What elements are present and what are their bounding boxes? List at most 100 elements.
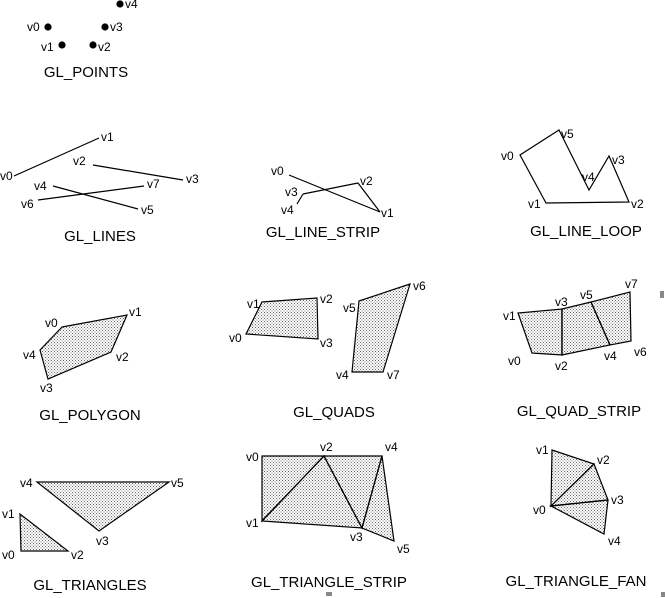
edge-segment (261, 455, 325, 522)
panel-triangle-strip: v0 v1 v2 v3 v4 v5 GL_TRIANGLE_STRIP (246, 440, 410, 591)
panel-title: GL_LINE_STRIP (266, 224, 380, 241)
vertex-label: v3 (320, 336, 333, 350)
panel-lines: v0 v1 v2 v3 v4 v5 v6 v7 GL_LINES (0, 130, 199, 245)
point-marker (116, 0, 124, 8)
vertex-label: v5 (141, 203, 154, 217)
vertex-label: v6 (413, 279, 426, 293)
edge-segment (13, 137, 100, 177)
vertex-label: v3 (110, 20, 123, 34)
shaded-primitive-2 (351, 283, 411, 373)
vertex-label: v7 (387, 368, 400, 382)
edge-segment (357, 182, 381, 213)
vertex-label: v0 (229, 331, 242, 345)
vertex-label: v3 (96, 534, 109, 548)
vertex-label: v0 (501, 149, 514, 163)
vertex-label: v0 (0, 169, 13, 183)
panel-quads: v0 v1 v2 v3 v4 v5 v6 v7 GL_QUADS (229, 279, 426, 421)
point-marker (58, 41, 66, 49)
vertex-label: v4 (34, 179, 47, 193)
vertex-label: v4 (125, 0, 138, 11)
vertex-label: v1 (41, 40, 54, 54)
vertex-label: v3 (555, 295, 568, 309)
panel-title: GL_QUAD_STRIP (517, 403, 641, 420)
shaded-primitive-1 (39, 314, 128, 380)
vertex-label: v6 (21, 197, 34, 211)
vertex-label: v4 (582, 170, 595, 184)
vertex-label: v2 (320, 440, 333, 454)
vertex-label: v5 (397, 542, 410, 556)
vertex-label: v0 (508, 354, 521, 368)
panel-title: GL_TRIANGLES (33, 577, 146, 594)
panel-title: GL_POLYGON (39, 407, 140, 424)
vertex-label: v2 (631, 197, 644, 211)
shaded-primitive-1 (517, 308, 563, 356)
edge-segment (550, 499, 609, 507)
shaded-primitive-1 (245, 297, 319, 340)
vertex-label: v0 (27, 20, 40, 34)
edge-segment (37, 185, 145, 201)
point-marker (101, 23, 109, 31)
vertex-label: v1 (246, 516, 259, 530)
vertex-label: v4 (385, 440, 398, 454)
vertex-label: v2 (360, 174, 373, 188)
vertex-label: v5 (343, 301, 356, 315)
vertex-label: v1 (536, 443, 549, 457)
vertex-label: v1 (247, 297, 260, 311)
vertex-label: v4 (281, 203, 294, 217)
edge-segment (288, 174, 381, 213)
line-loop-outline (519, 129, 630, 204)
vertex-label: v4 (608, 534, 621, 548)
panel-title: GL_POINTS (44, 64, 128, 81)
edge-marks (326, 291, 665, 597)
panel-line-strip: v0 v1 v2 v3 v4 GL_LINE_STRIP (266, 164, 394, 241)
vertex-label: v1 (528, 197, 541, 211)
edge-segment (550, 463, 595, 507)
vertex-label: v5 (171, 476, 184, 490)
vertex-label: v0 (271, 164, 284, 178)
vertex-label: v6 (634, 345, 647, 359)
vertex-label: v5 (561, 127, 574, 141)
panel-title: GL_TRIANGLE_FAN (506, 573, 647, 590)
vertex-label: v2 (116, 350, 129, 364)
vertex-label: v0 (45, 316, 58, 330)
vertex-label: v2 (320, 292, 333, 306)
panel-polygon: v0 v1 v2 v3 v4 GL_POLYGON (23, 305, 142, 424)
edge-segment (52, 185, 139, 210)
vertex-label: v2 (98, 40, 111, 54)
edge-segment (590, 301, 611, 346)
vertex-label: v4 (20, 476, 33, 490)
vertex-label: v1 (129, 305, 142, 319)
vertex-label: v0 (533, 503, 546, 517)
vertex-label: v2 (597, 453, 610, 467)
vertex-label: v2 (555, 359, 568, 373)
shaded-primitive-1 (19, 512, 70, 552)
vertex-label: v1 (503, 309, 516, 323)
vertex-label: v1 (381, 206, 394, 220)
vertex-label: v7 (147, 177, 160, 191)
edge-segment (361, 455, 383, 529)
vertex-label: v7 (625, 277, 638, 291)
vertex-label: v2 (73, 154, 86, 168)
panel-triangle-fan: v0 v1 v2 v3 v4 GL_TRIANGLE_FAN (506, 443, 647, 590)
edge-segment (296, 193, 304, 205)
edge-segment (323, 455, 363, 529)
vertex-label: v0 (2, 548, 15, 562)
vertex-label: v4 (604, 349, 617, 363)
vertex-label: v4 (336, 368, 349, 382)
vertex-label: v1 (2, 507, 15, 521)
vertex-label: v3 (350, 530, 363, 544)
panel-triangles: v0 v1 v2 v3 v4 v5 GL_TRIANGLES (2, 476, 184, 594)
vertex-label: v0 (246, 450, 259, 464)
vertex-label: v3 (611, 493, 624, 507)
vertex-label: v4 (23, 348, 36, 362)
vertex-label: v3 (612, 153, 625, 167)
panel-line-loop: v0 v1 v2 v3 v4 v5 GL_LINE_LOOP (501, 127, 644, 240)
vertex-label: v3 (285, 185, 298, 199)
edge-segment (92, 164, 184, 181)
panel-title: GL_QUADS (293, 404, 375, 421)
vertex-label: v3 (186, 172, 199, 186)
panel-title: GL_LINE_LOOP (530, 223, 642, 240)
